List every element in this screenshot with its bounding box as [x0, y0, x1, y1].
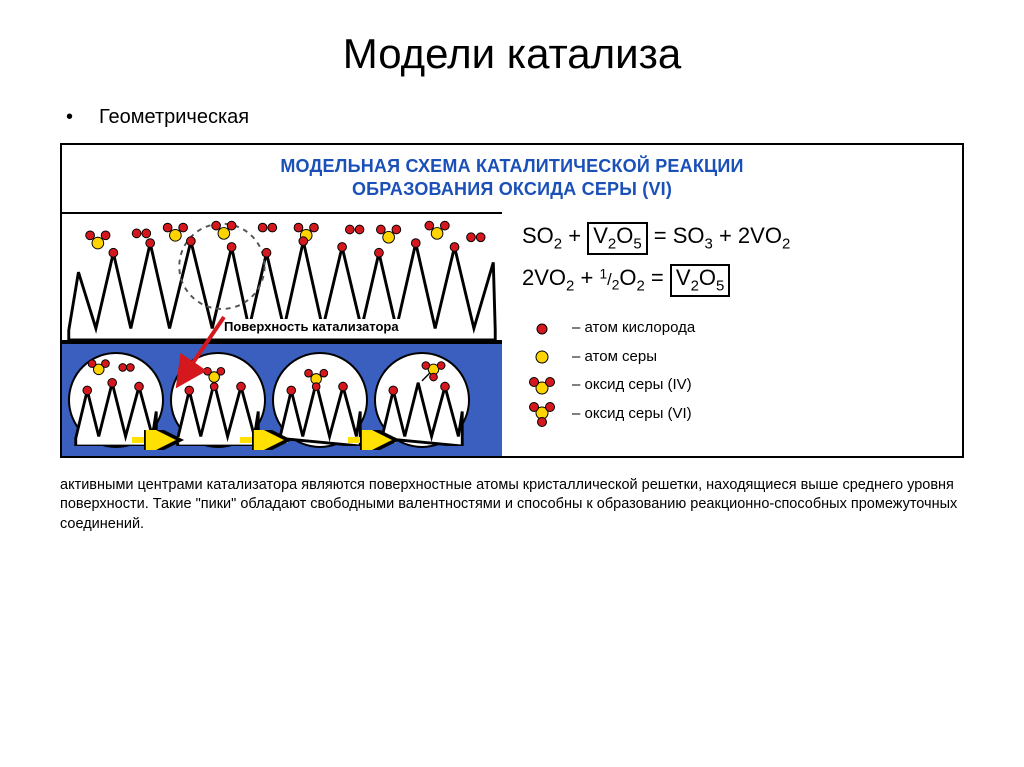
legend-row-oxygen: – атом кислорода: [522, 314, 952, 343]
diagram-body: Поверхность катализатора: [62, 208, 962, 456]
legend-row-so2: – оксид серы (IV): [522, 371, 952, 400]
oxygen-atom-icon: [522, 318, 562, 340]
surface-label: Поверхность катализатора: [222, 319, 401, 334]
diagram-heading-line-1: МОДЕЛЬНАЯ СХЕМА КАТАЛИТИЧЕСКОЙ РЕАКЦИИ: [280, 156, 743, 176]
diagram-heading-line-2: ОБРАЗОВАНИЯ ОКСИДА СЕРЫ (VI): [352, 179, 672, 199]
legend-label: – атом серы: [572, 343, 657, 372]
diagram-box: МОДЕЛЬНАЯ СХЕМА КАТАЛИТИЧЕСКОЙ РЕАКЦИИ О…: [60, 143, 964, 458]
legend-label: – атом кислорода: [572, 314, 695, 343]
page-title: Модели катализа: [60, 30, 964, 78]
legend-label: – оксид серы (VI): [572, 400, 692, 429]
bullet-dot: •: [66, 107, 73, 127]
diagram-heading: МОДЕЛЬНАЯ СХЕМА КАТАЛИТИЧЕСКОЙ РЕАКЦИИ О…: [62, 145, 962, 208]
diagram-right-column: SO2 + V2O5 = SO3 + 2VO2 2VO2 + 1/2O2 = V…: [502, 208, 962, 439]
stage-arrows: [62, 430, 502, 450]
legend-row-sulfur: – атом серы: [522, 343, 952, 372]
legend: – атом кислорода – атом серы: [522, 314, 952, 428]
equation-1: SO2 + V2O5 = SO3 + 2VO2: [522, 216, 952, 258]
so3-icon: [522, 403, 562, 425]
molecule-so2: [86, 231, 110, 249]
so2-icon: [522, 375, 562, 397]
subtitle-bullet: • Геометрическая: [66, 106, 964, 129]
legend-row-so3: – оксид серы (VI): [522, 400, 952, 429]
equation-2: 2VO2 + 1/2O2 = V2O5: [522, 258, 952, 300]
diagram-left-column: Поверхность катализатора: [62, 208, 502, 456]
equations: SO2 + V2O5 = SO3 + 2VO2 2VO2 + 1/2O2 = V…: [522, 216, 952, 301]
legend-label: – оксид серы (IV): [572, 371, 692, 400]
footer-paragraph: активными центрами катализатора являются…: [60, 476, 964, 535]
sulfur-atom-icon: [522, 346, 562, 368]
subtitle-text: Геометрическая: [99, 106, 249, 129]
catalyst-surface-panel: Поверхность катализатора: [62, 212, 502, 342]
